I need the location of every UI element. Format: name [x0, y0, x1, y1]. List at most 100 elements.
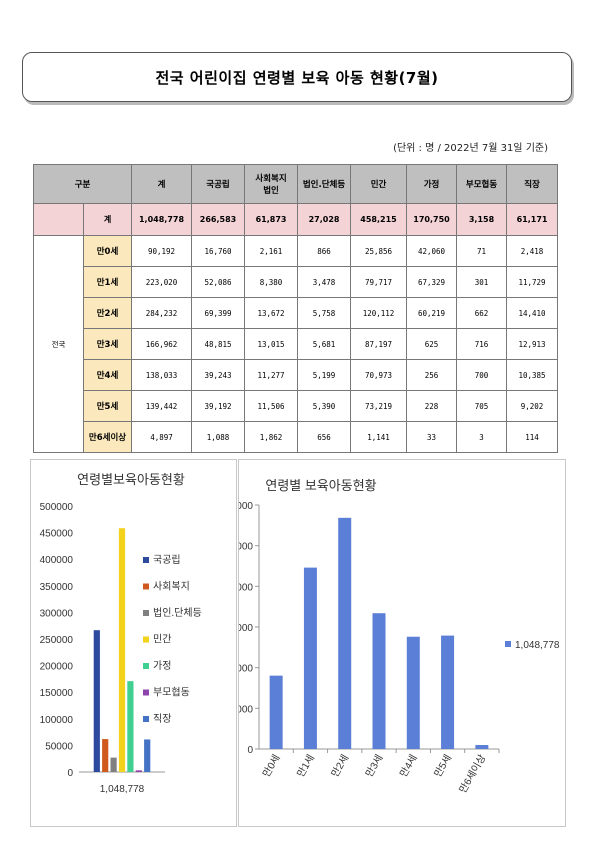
page-title-box: 전국 어린이집 연령별 보육 아동 현황(7월) — [22, 52, 572, 102]
unit-note: (단위 : 명 / 2022년 7월 31일 기준) — [393, 143, 548, 154]
table-cell: 5,758 — [297, 297, 352, 329]
x-tick-label: 만0세 — [260, 753, 282, 780]
table-header-row: 구분 계 국공립 사회복지 법인 법인.단체등 민간 가정 부모협동 직장 — [32, 164, 559, 204]
bar-4 — [127, 681, 134, 772]
bar-0 — [93, 630, 100, 772]
table-cell: 139,442 — [131, 390, 193, 422]
header-private: 민간 — [350, 164, 408, 204]
table-cell: 8,380 — [244, 266, 299, 298]
table-cell: 39,192 — [191, 390, 246, 422]
total-cell: 61,171 — [506, 203, 559, 236]
legend-label: 직장 — [153, 713, 171, 725]
chart-by-age: 연령별 보육아동현황 0 50000 100000 150000 200000 250000… — [238, 459, 566, 827]
table-cell: 67,329 — [406, 266, 458, 298]
table-cell: 284,232 — [131, 297, 193, 329]
chart-by-type-svg: 연령별보육아동현황 0 50000 100000 150000 200000 250000 3… — [40, 472, 202, 795]
age-label: 만0세 — [82, 235, 133, 267]
legend-swatch — [143, 663, 149, 669]
age-label: 만5세 — [82, 390, 133, 422]
y-tick-label: 200000 — [40, 662, 74, 673]
table-cell: 1,862 — [244, 421, 299, 453]
table-cell: 223,020 — [131, 266, 193, 298]
y-tick-label: 50000 — [45, 741, 73, 752]
age-label: 만4세 — [82, 359, 133, 391]
bar-4 — [406, 636, 420, 749]
total-cell: 458,215 — [350, 203, 408, 236]
y-tick-label: 200000 — [239, 582, 253, 593]
table-cell: 39,243 — [191, 359, 246, 391]
table-cell: 1,141 — [350, 421, 408, 453]
table-cell: 14,410 — [506, 297, 559, 329]
x-tick-label: 1,048,778 — [100, 784, 145, 795]
table-row: 만4세 138,033 39,243 11,277 5,199 70,973 256 700 1… — [34, 359, 559, 391]
x-tick-label: 만3세 — [363, 753, 385, 780]
table-cell: 3 — [456, 421, 508, 453]
table-cell: 700 — [456, 359, 508, 391]
age-label: 만1세 — [82, 266, 133, 298]
y-tick-label: 0 — [247, 745, 253, 756]
legend-swatch — [143, 583, 149, 590]
table-cell: 11,506 — [244, 390, 299, 422]
legend-swatch — [505, 641, 511, 647]
table-row: 만3세 166,962 48,815 13,015 5,681 87,197 625 716 1… — [34, 328, 559, 360]
y-tick-label: 100000 — [40, 715, 74, 726]
table-cell: 60,219 — [406, 297, 458, 329]
table-cell: 33 — [406, 421, 458, 453]
total-row: 계 1,048,778 266,583 61,873 27,028 458,21… — [33, 203, 559, 236]
legend-swatch — [143, 636, 149, 643]
bar-3 — [372, 613, 386, 749]
table-cell: 48,815 — [191, 328, 246, 360]
statistics-table: 구분 계 국공립 사회복지 법인 법인.단체등 민간 가정 부모협동 직장 계 … — [32, 164, 559, 453]
y-tick-label: 50000 — [239, 704, 253, 715]
total-cell: 1,048,778 — [131, 203, 193, 236]
table-cell: 9,202 — [506, 390, 559, 422]
y-tick-label: 0 — [67, 768, 73, 779]
total-cell: 3,158 — [456, 203, 508, 236]
table-cell: 13,672 — [244, 297, 299, 329]
x-tick-label: 만1세 — [295, 753, 317, 780]
y-tick-label: 150000 — [40, 688, 74, 699]
table-cell: 5,199 — [297, 359, 352, 391]
age-label: 만6세이상 — [82, 421, 133, 453]
chart-title: 연령별 보육아동현황 — [265, 478, 376, 493]
table-cell: 120,112 — [350, 297, 408, 329]
table-cell: 114 — [506, 421, 559, 453]
legend-swatch — [143, 557, 149, 563]
y-tick-label: 350000 — [40, 582, 74, 593]
table-cell: 228 — [406, 390, 458, 422]
header-corporate: 법인.단체등 — [297, 164, 352, 204]
y-tick-label: 250000 — [239, 542, 253, 553]
table-cell: 11,729 — [506, 266, 559, 298]
table-cell: 656 — [297, 421, 352, 453]
legend-label: 부모협동 — [153, 686, 190, 699]
legend-swatch — [143, 716, 149, 722]
table-cell: 42,060 — [406, 235, 458, 267]
table-cell: 2,418 — [506, 235, 559, 267]
table-cell: 5,681 — [297, 328, 352, 360]
header-workplace: 직장 — [506, 164, 559, 204]
table-cell: 10,385 — [506, 359, 559, 391]
bar-5 — [135, 770, 142, 772]
table-cell: 16,760 — [191, 235, 246, 267]
legend-label: 가정 — [153, 660, 171, 672]
region-label: 전국 — [33, 235, 84, 453]
y-tick-label: 300000 — [239, 501, 253, 512]
table-cell: 716 — [456, 328, 508, 360]
table-cell: 12,913 — [506, 328, 559, 360]
table-cell: 90,192 — [131, 235, 193, 267]
bar-2 — [338, 517, 352, 749]
total-cell: 61,873 — [244, 203, 299, 236]
header-home: 가정 — [406, 164, 458, 204]
table-cell: 138,033 — [131, 359, 193, 391]
table-cell: 25,856 — [350, 235, 408, 267]
x-tick-label: 만6세이상 — [457, 753, 489, 796]
table-cell: 5,390 — [297, 390, 352, 422]
bar-6 — [144, 739, 151, 772]
table-cell: 13,015 — [244, 328, 299, 360]
legend-swatch — [143, 610, 149, 616]
y-tick-label: 450000 — [40, 529, 74, 540]
table-row: 만5세 139,442 39,192 11,506 5,390 73,219 228 705 9… — [34, 390, 559, 422]
bar-0 — [269, 675, 283, 749]
bar-1 — [303, 567, 317, 749]
table-cell: 301 — [456, 266, 508, 298]
